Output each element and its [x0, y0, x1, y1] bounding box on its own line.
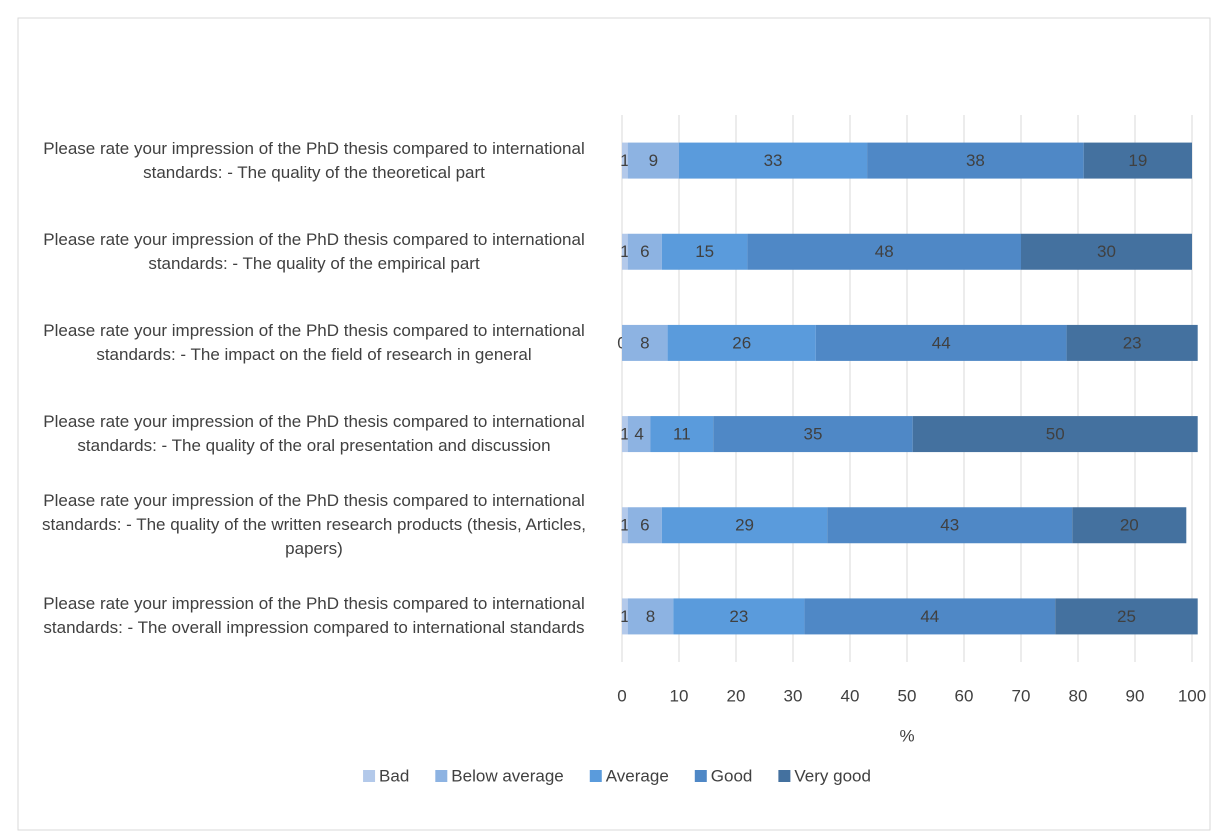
data-label: 11 [673, 425, 691, 444]
bar-segment [622, 507, 628, 544]
category-label: Please rate your impression of the PhD t… [43, 412, 585, 456]
bar-segment [622, 324, 668, 361]
bar-segment [815, 324, 1067, 361]
legend-swatch [694, 770, 707, 782]
bar-segment [627, 416, 651, 453]
bar-segment [673, 598, 805, 635]
data-label: 50 [1046, 425, 1065, 444]
data-label: 44 [920, 607, 939, 626]
bar-segment [622, 598, 628, 635]
bar-segment [1072, 507, 1187, 544]
data-label: 44 [932, 333, 951, 352]
data-label: 33 [764, 151, 783, 170]
category-label: Please rate your impression of the PhD t… [43, 229, 585, 273]
legend-swatch [778, 770, 791, 782]
category-label: Please rate your impression of the PhD t… [43, 594, 585, 638]
bar-segment [912, 416, 1198, 453]
x-tick-label: 50 [898, 686, 917, 705]
legend-swatch [435, 770, 448, 782]
data-label: 26 [732, 333, 751, 352]
data-label: 9 [649, 151, 658, 170]
x-tick-label: 0 [617, 686, 626, 705]
category-label: Please rate your impression of the PhD t… [42, 491, 586, 559]
legend-label: Below average [451, 766, 563, 785]
x-tick-label: 10 [670, 686, 689, 705]
data-label: 1 [620, 151, 629, 170]
bar-segment [622, 416, 628, 453]
data-label: 29 [735, 516, 754, 535]
data-label: 15 [695, 242, 714, 261]
legend-item: Very good [778, 766, 871, 785]
bar-segment [667, 324, 816, 361]
data-label: 6 [640, 242, 649, 261]
data-label: 23 [1123, 333, 1142, 352]
bar-segment [1066, 324, 1198, 361]
x-axis-title: % [899, 726, 914, 745]
bar-segment [1055, 598, 1198, 635]
x-tick-label: 80 [1069, 686, 1088, 705]
data-label: 8 [640, 333, 649, 352]
bar-segment [627, 507, 662, 544]
legend-item: Bad [363, 766, 409, 785]
data-label: 4 [634, 425, 643, 444]
bar-segment [627, 233, 662, 270]
data-label: 1 [620, 242, 629, 261]
data-label: 19 [1128, 151, 1147, 170]
bar-segment [627, 598, 674, 635]
bar-segment [650, 416, 714, 453]
data-label: 1 [620, 516, 629, 535]
x-tick-label: 40 [841, 686, 860, 705]
bar-segment [622, 142, 628, 179]
bar-segment [804, 598, 1056, 635]
legend-label: Average [606, 766, 669, 785]
data-label: 1 [620, 425, 629, 444]
bar-segment [1021, 233, 1192, 270]
bar-segment [827, 507, 1073, 544]
bar-segment [1083, 142, 1192, 179]
data-label: 38 [966, 151, 985, 170]
legend-label: Good [711, 766, 753, 785]
data-label: 8 [646, 607, 655, 626]
bar-segment [747, 233, 1021, 270]
data-label: 6 [640, 516, 649, 535]
category-label: Please rate your impression of the PhD t… [43, 320, 585, 364]
legend-swatch [363, 770, 376, 782]
data-label: 30 [1097, 242, 1116, 261]
bar-segment [679, 142, 868, 179]
data-label: 43 [940, 516, 959, 535]
bar-segment [627, 142, 679, 179]
legend-swatch [589, 770, 602, 782]
x-tick-label: 100 [1178, 686, 1206, 705]
bar-segment [661, 507, 828, 544]
legend-label: Very good [794, 766, 871, 785]
legend-item: Good [694, 766, 753, 785]
data-label: 25 [1117, 607, 1136, 626]
data-label: 35 [803, 425, 822, 444]
x-tick-label: 20 [727, 686, 746, 705]
x-tick-label: 70 [1012, 686, 1031, 705]
x-tick-label: 60 [955, 686, 974, 705]
data-label: 20 [1120, 516, 1139, 535]
bar-segment [622, 233, 628, 270]
data-label: 23 [729, 607, 748, 626]
x-tick-label: 90 [1126, 686, 1145, 705]
bar-segment [713, 416, 913, 453]
data-label: 48 [875, 242, 894, 261]
legend-label: Bad [379, 766, 409, 785]
legend-item: Average [589, 766, 669, 785]
legend-item: Below average [435, 766, 564, 785]
x-tick-label: 30 [784, 686, 803, 705]
data-label: 1 [620, 607, 629, 626]
bar-segment [867, 142, 1084, 179]
bar-segment [661, 233, 748, 270]
category-label: Please rate your impression of the PhD t… [43, 138, 585, 182]
